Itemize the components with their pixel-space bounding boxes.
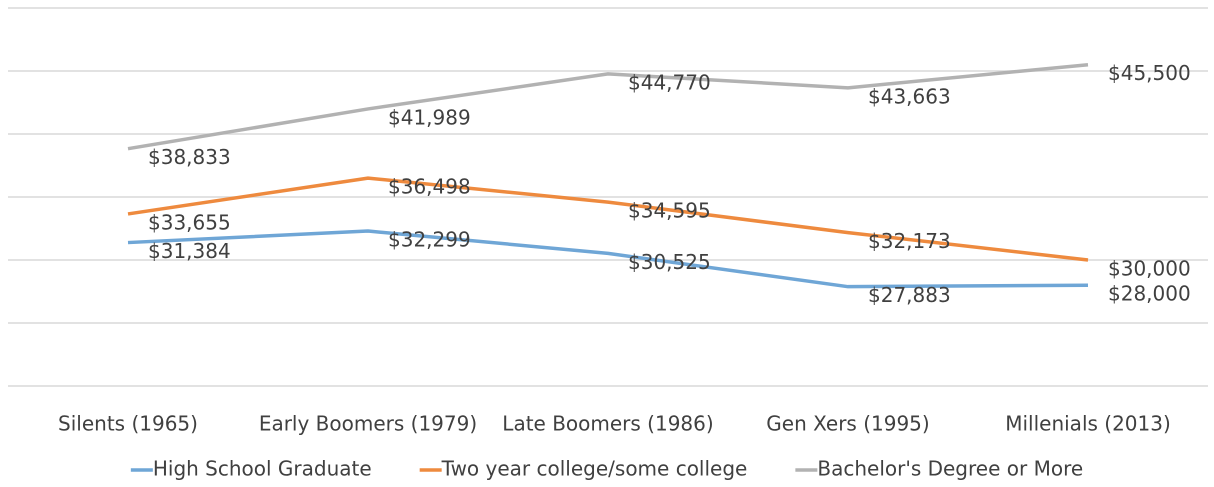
x-tick-label: Gen Xers (1995) [766, 412, 929, 436]
series-line [127, 62, 1089, 151]
data-label: $27,883 [868, 283, 951, 307]
data-label: $36,498 [388, 175, 471, 199]
legend-label: Two year college/some college [441, 457, 748, 481]
series-line [127, 229, 1089, 289]
data-label: $34,595 [628, 199, 711, 223]
x-tick-label: Millenials (2013) [1005, 412, 1171, 436]
data-label: $41,989 [388, 105, 471, 129]
data-label: $38,833 [148, 145, 231, 169]
series-line [127, 176, 1089, 262]
data-label: $32,299 [388, 228, 471, 252]
data-label: $45,500 [1108, 61, 1191, 85]
data-label: $43,663 [868, 84, 951, 108]
x-tick-label: Silents (1965) [58, 412, 198, 436]
data-label: $31,384 [148, 239, 231, 263]
legend-label: Bachelor's Degree or More [817, 457, 1083, 481]
data-label: $44,770 [628, 70, 711, 94]
data-label: $33,655 [148, 210, 231, 234]
data-label: $32,173 [868, 229, 951, 253]
legend-label: High School Graduate [153, 457, 372, 481]
data-label: $30,525 [628, 250, 711, 274]
data-label: $28,000 [1108, 282, 1191, 306]
x-tick-label: Late Boomers (1986) [502, 412, 713, 436]
data-label: $30,000 [1108, 257, 1191, 281]
x-tick-label: Early Boomers (1979) [259, 412, 477, 436]
